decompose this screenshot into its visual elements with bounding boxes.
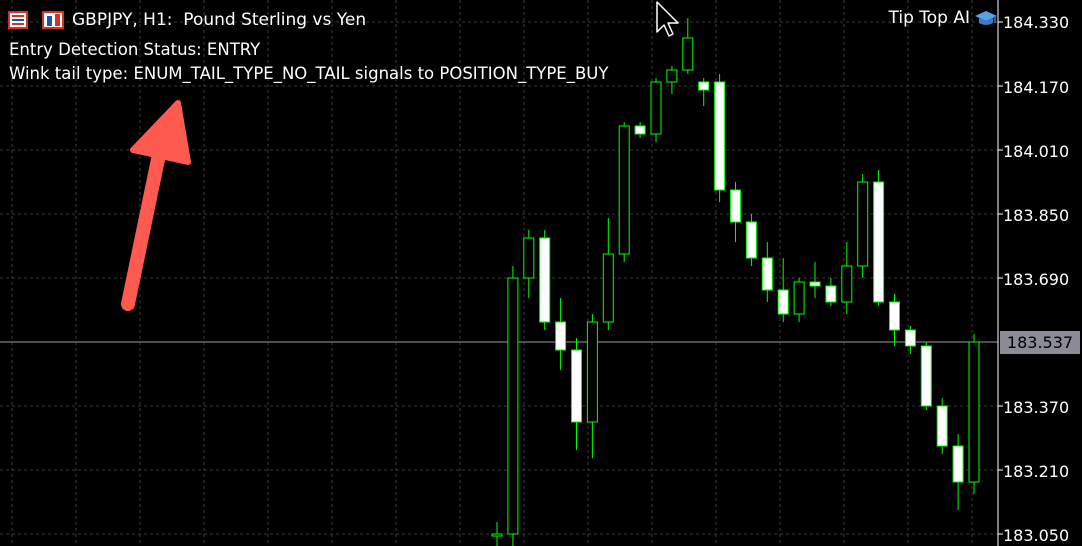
- bear-candle-body: [698, 81, 710, 91]
- bull-candle-body: [491, 533, 503, 537]
- mouse-cursor-icon: [656, 1, 679, 37]
- candle: [507, 266, 519, 546]
- bull-candle-body: [650, 81, 662, 135]
- bear-candle-body: [809, 281, 821, 287]
- graduation-cap-icon: [974, 8, 997, 28]
- candle: [555, 298, 567, 370]
- bear-candle-body: [745, 221, 757, 259]
- bear-candle-body: [777, 289, 789, 315]
- brand-label: Tip Top AI: [888, 8, 997, 28]
- bear-candle-body: [571, 349, 582, 423]
- candle: [682, 18, 694, 74]
- candle: [666, 66, 678, 94]
- candle: [571, 338, 582, 450]
- bull-candle-body: [618, 125, 630, 255]
- bear-candle-body: [539, 237, 551, 323]
- price-label: 183.050: [1003, 526, 1070, 545]
- candle: [586, 314, 598, 458]
- bull-candle-body: [841, 265, 853, 303]
- candle: [618, 122, 630, 262]
- bull-candle-body: [857, 181, 869, 267]
- price-label: 183.370: [1003, 398, 1070, 417]
- bear-candle-body: [730, 189, 741, 223]
- bear-candle-body: [920, 345, 932, 407]
- candle: [523, 230, 535, 298]
- candle: [634, 122, 646, 138]
- candle: [714, 74, 726, 202]
- candle: [650, 78, 662, 142]
- bear-candle-body: [904, 329, 916, 347]
- bear-candle-body: [936, 405, 948, 447]
- candle: [889, 294, 900, 346]
- bear-candle-body: [634, 125, 646, 135]
- candle: [841, 242, 853, 314]
- price-label: 183.690: [1003, 270, 1070, 289]
- symbol-title: GBPJPY, H1: Pound Sterling vs Yen: [72, 10, 367, 30]
- price-label: 183.210: [1003, 462, 1070, 481]
- price-label: 184.170: [1003, 78, 1070, 97]
- bear-candle-body: [889, 301, 900, 331]
- bear-candle-body: [714, 81, 726, 191]
- price-label: 184.330: [1003, 13, 1070, 32]
- bear-candle-body: [761, 257, 773, 291]
- candle: [904, 326, 916, 354]
- brand-name: Tip Top AI: [888, 8, 970, 28]
- candle: [952, 434, 964, 510]
- bull-candle-body: [682, 37, 694, 71]
- annotation-arrow: [121, 100, 191, 311]
- candle: [761, 242, 773, 302]
- bull-candle-body: [968, 341, 980, 483]
- candle: [809, 262, 821, 298]
- candle: [936, 398, 948, 454]
- bull-candle-body: [523, 237, 535, 279]
- candle: [777, 258, 789, 322]
- candle: [698, 78, 710, 106]
- candle: [873, 170, 885, 306]
- wink-tail-type: Wink tail type: ENUM_TAIL_TYPE_NO_TAIL s…: [9, 64, 609, 83]
- entry-detection-status: Entry Detection Status: ENTRY: [9, 40, 261, 59]
- candles: [491, 18, 980, 546]
- candle: [491, 522, 503, 546]
- bear-candle-body: [555, 321, 567, 351]
- bull-candle-body: [602, 253, 614, 323]
- bull-candle-body: [586, 321, 598, 423]
- candle: [793, 278, 805, 322]
- price-label: 184.010: [1003, 142, 1070, 161]
- candle: [602, 218, 614, 330]
- candle: [920, 342, 932, 410]
- price-label: 183.850: [1003, 206, 1070, 225]
- candle: [857, 174, 869, 278]
- bear-candle-body: [952, 445, 964, 483]
- candle: [745, 214, 757, 266]
- candle: [730, 182, 741, 242]
- candle: [825, 278, 837, 306]
- bull-candle-body: [793, 281, 805, 315]
- bear-candle-body: [873, 181, 885, 303]
- chart-header: GBPJPY, H1: Pound Sterling vs Yen: [8, 8, 366, 32]
- candle: [968, 334, 980, 494]
- chart-list-icon[interactable]: [8, 10, 28, 30]
- price-axis-ticks: [998, 21, 1003, 535]
- bull-candle-body: [507, 277, 519, 535]
- bull-candle-body: [666, 69, 678, 83]
- window-layout-icon[interactable]: [42, 10, 64, 30]
- bear-candle-body: [825, 285, 837, 303]
- candle: [539, 230, 551, 330]
- current-price-tag: 183.537: [1000, 331, 1080, 354]
